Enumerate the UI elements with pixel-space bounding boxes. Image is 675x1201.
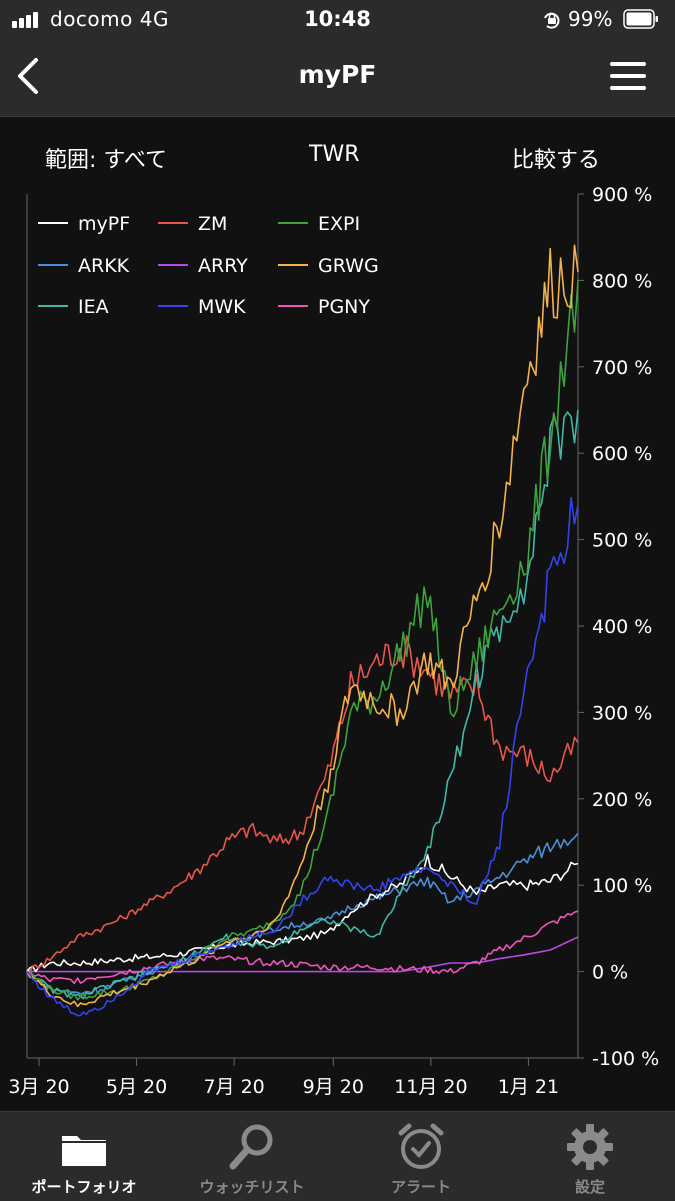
orientation-lock-icon	[544, 12, 560, 29]
legend-item-arkk: ARKK	[38, 255, 130, 277]
legend-label: GRWG	[318, 255, 379, 277]
metric-selector[interactable]: TWR	[309, 142, 360, 167]
series-line-arkk	[26, 832, 579, 995]
alarm-clock-icon	[398, 1123, 444, 1169]
legend-item-pgny: PGNY	[278, 296, 370, 318]
legend-item-mypf: myPF	[38, 213, 130, 235]
series-line-grwg	[26, 244, 579, 1008]
legend-item-grwg: GRWG	[278, 255, 379, 277]
legend-label: ARRY	[198, 255, 248, 277]
y-tick-label: 200 %	[592, 789, 652, 811]
navigation-bar: myPF	[0, 40, 675, 117]
series-line-pgny	[26, 910, 579, 985]
x-tick-label: 9月 20	[303, 1076, 364, 1098]
page-title: myPF	[298, 60, 377, 89]
x-tick-label: 3月 20	[8, 1076, 69, 1098]
legend-label: ZM	[198, 213, 227, 235]
legend-label: EXPI	[318, 213, 360, 235]
y-tick-label: 500 %	[592, 530, 652, 552]
legend-label: myPF	[78, 213, 130, 235]
folder-icon	[62, 1136, 106, 1166]
tab-portfolio[interactable]: ポートフォリオ	[0, 1112, 168, 1201]
back-button[interactable]	[8, 54, 52, 98]
legend-item-mwk: MWK	[158, 296, 246, 318]
y-tick-label: 900 %	[592, 184, 652, 206]
carrier-label: docomo 4G	[50, 7, 169, 31]
tab-label: 設定	[574, 1178, 605, 1196]
battery-icon	[623, 9, 658, 29]
tab-label: ウォッチリスト	[199, 1178, 305, 1196]
x-tick-label: 11月 20	[394, 1076, 467, 1098]
y-tick-label: 400 %	[592, 616, 652, 638]
legend-label: IEA	[78, 296, 109, 318]
legend-item-zm: ZM	[158, 213, 227, 235]
range-selector[interactable]: 範囲: すべて	[45, 148, 167, 173]
tab-label: アラート	[390, 1178, 451, 1196]
legend-label: MWK	[198, 296, 246, 318]
series-line-mypf	[26, 854, 579, 973]
series-line-mwk	[26, 496, 579, 1017]
gear-icon	[567, 1124, 613, 1170]
legend-item-expi: EXPI	[278, 213, 360, 235]
series-line-expi	[26, 280, 579, 1001]
y-tick-label: 300 %	[592, 702, 652, 724]
series-line-iea	[26, 409, 579, 1000]
magnifier-icon	[229, 1124, 273, 1170]
hamburger-menu-button[interactable]	[604, 56, 654, 96]
tab-bar: ポートフォリオ ウォッチリスト アラート	[0, 1111, 675, 1201]
tab-alerts[interactable]: アラート	[337, 1112, 505, 1201]
status-bar: docomo 4G 10:48 99%	[0, 0, 675, 40]
series-line-arry	[27, 936, 579, 973]
status-time: 10:48	[304, 7, 371, 31]
legend-item-iea: IEA	[38, 296, 109, 318]
y-tick-label: -100 %	[592, 1048, 659, 1070]
y-tick-label: 800 %	[592, 270, 652, 292]
legend-item-arry: ARRY	[158, 255, 248, 277]
y-tick-label: 100 %	[592, 875, 652, 897]
x-tick-label: 1月 21	[498, 1076, 559, 1098]
battery-percentage: 99%	[568, 7, 613, 31]
legend-label: PGNY	[318, 296, 370, 318]
y-tick-label: 700 %	[592, 357, 652, 379]
x-tick-label: 5月 20	[106, 1076, 167, 1098]
x-tick-label: 7月 20	[203, 1076, 264, 1098]
compare-button[interactable]: 比較する	[512, 148, 601, 173]
y-tick-label: 0 %	[592, 962, 628, 984]
signal-strength-icon	[12, 10, 46, 28]
y-tick-label: 600 %	[592, 443, 652, 465]
series-line-zm	[26, 635, 579, 974]
tab-watchlist[interactable]: ウォッチリスト	[168, 1112, 336, 1201]
performance-chart: 900 % 800 % 700 % 600 % 500 % 400 % 300 % 200 %…	[8, 184, 659, 1098]
tab-settings[interactable]: 設定	[506, 1112, 674, 1201]
legend-label: ARKK	[78, 255, 130, 277]
tab-label: ポートフォリオ	[31, 1178, 137, 1196]
